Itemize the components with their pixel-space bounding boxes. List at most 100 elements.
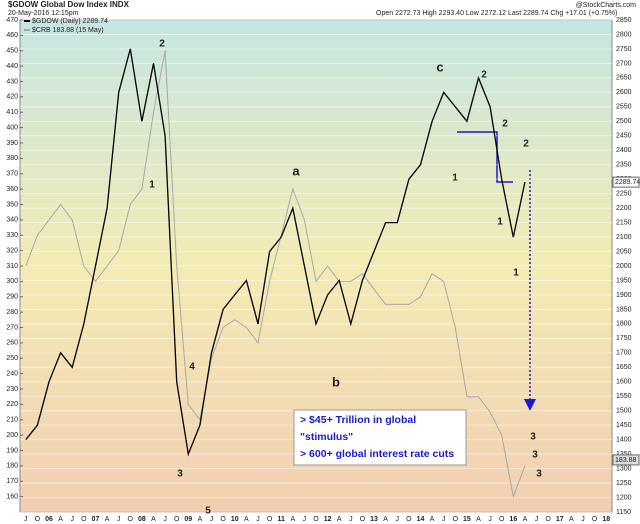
- wave-label: 1: [149, 180, 155, 191]
- x-tick-label: 12: [324, 516, 332, 523]
- y-tick-label: 270: [6, 324, 18, 331]
- x-tick-label: O: [81, 516, 87, 523]
- y-tick-label: 230: [6, 386, 18, 393]
- x-tick-label: A: [105, 516, 110, 523]
- wave-label: 3: [530, 432, 536, 443]
- y-tick-label: 350: [6, 201, 18, 208]
- wave-label: 2: [502, 119, 508, 130]
- y2-tick-label: 1700: [616, 350, 632, 357]
- y2-tick-label: 1300: [616, 465, 632, 472]
- x-tick-label: J: [117, 516, 121, 523]
- y2-tick-label: 1450: [616, 422, 632, 429]
- note-line: "stimulus": [300, 431, 353, 443]
- wave-label: 4: [189, 362, 195, 373]
- y2-tick-label: 1400: [616, 436, 632, 443]
- y2-tick-label: 1150: [616, 509, 631, 516]
- x-tick-label: J: [396, 516, 400, 523]
- wave-label: 2: [159, 39, 165, 50]
- x-tick-label: J: [24, 516, 28, 523]
- x-tick-label: A: [476, 516, 481, 523]
- x-tick-label: J: [442, 516, 446, 523]
- x-tick-label: J: [535, 516, 539, 523]
- series-line: [25, 50, 526, 499]
- wave-label: 3: [177, 469, 183, 480]
- last-value-label: 183.88: [615, 457, 637, 464]
- last-value-label: 2289.74: [615, 179, 640, 186]
- series-line: [25, 48, 526, 457]
- y-tick-label: 460: [6, 32, 18, 39]
- x-tick-label: J: [581, 516, 585, 523]
- y-tick-label: 260: [6, 340, 18, 347]
- x-tick-label: A: [569, 516, 574, 523]
- x-tick-label: O: [128, 516, 134, 523]
- x-tick-label: O: [313, 516, 319, 523]
- x-tick-label: A: [337, 516, 342, 523]
- y-tick-label: 380: [6, 155, 18, 162]
- note-line: > $45+ Trillion in global: [300, 414, 416, 426]
- y2-tick-label: 2700: [616, 60, 632, 67]
- x-tick-label: 11: [277, 516, 285, 523]
- y-tick-label: 240: [6, 370, 18, 377]
- y2-tick-label: 1900: [616, 292, 632, 299]
- x-tick-label: J: [210, 516, 214, 523]
- x-tick-label: 07: [92, 516, 100, 523]
- y2-tick-label: 1800: [616, 321, 632, 328]
- y-tick-label: 210: [6, 417, 18, 424]
- x-tick-label: O: [220, 516, 226, 523]
- x-tick-label: A: [383, 516, 388, 523]
- y2-tick-label: 2600: [616, 89, 632, 96]
- x-tick-label: O: [592, 516, 598, 523]
- y2-tick-label: 2450: [616, 133, 632, 140]
- source: @StockCharts.com: [576, 2, 637, 9]
- y-tick-label: 370: [6, 171, 18, 178]
- y2-tick-label: 2850: [616, 17, 632, 24]
- quote: Open 2272.73 High 2293.40 Low 2272.12 La…: [376, 10, 617, 17]
- x-tick-label: 17: [556, 516, 564, 523]
- y-tick-label: 330: [6, 232, 18, 239]
- x-tick-label: A: [430, 516, 435, 523]
- wave-label: 1: [497, 217, 503, 228]
- y-tick-label: 450: [6, 48, 18, 55]
- y-tick-label: 300: [6, 278, 18, 285]
- y2-tick-label: 2550: [616, 104, 632, 111]
- y-tick-label: 470: [6, 17, 18, 24]
- wave-label: a: [292, 163, 300, 178]
- x-tick-label: A: [198, 516, 203, 523]
- x-tick-label: O: [406, 516, 412, 523]
- x-tick-label: O: [174, 516, 180, 523]
- x-tick-label: J: [163, 516, 167, 523]
- y2-tick-label: 1550: [616, 393, 632, 400]
- y2-tick-label: 2750: [616, 46, 632, 53]
- date: 20-May-2016 12:15pm: [8, 10, 79, 17]
- y2-tick-label: 2800: [616, 31, 632, 38]
- wave-label: 2: [523, 139, 529, 150]
- y-tick-label: 170: [6, 478, 18, 485]
- x-tick-label: 14: [417, 516, 425, 523]
- y2-tick-label: 2650: [616, 75, 632, 82]
- x-tick-label: 10: [231, 516, 239, 523]
- plot: 1150120012501300135014001450150015501600…: [6, 17, 640, 523]
- wave-label: c: [436, 59, 443, 74]
- x-tick-label: O: [453, 516, 459, 523]
- y2-tick-label: 2200: [616, 205, 632, 212]
- y-tick-label: 310: [6, 263, 18, 270]
- y-tick-label: 410: [6, 109, 18, 116]
- y-tick-label: 360: [6, 186, 18, 193]
- x-tick-label: J: [256, 516, 260, 523]
- x-tick-label: A: [58, 516, 63, 523]
- x-tick-label: J: [303, 516, 307, 523]
- x-tick-label: 08: [138, 516, 146, 523]
- y-tick-label: 390: [6, 140, 18, 147]
- y2-tick-label: 2000: [616, 263, 632, 270]
- y-tick-label: 250: [6, 355, 18, 362]
- y2-tick-label: 1250: [616, 480, 632, 487]
- legend-label: $GDOW (Daily) 2289.74: [32, 18, 108, 25]
- y-tick-label: 180: [6, 463, 18, 470]
- y-tick-label: 430: [6, 78, 18, 85]
- y2-tick-label: 2250: [616, 190, 632, 197]
- x-tick-label: O: [545, 516, 551, 523]
- x-tick-label: A: [290, 516, 295, 523]
- x-tick-label: O: [267, 516, 273, 523]
- x-tick-label: A: [523, 516, 528, 523]
